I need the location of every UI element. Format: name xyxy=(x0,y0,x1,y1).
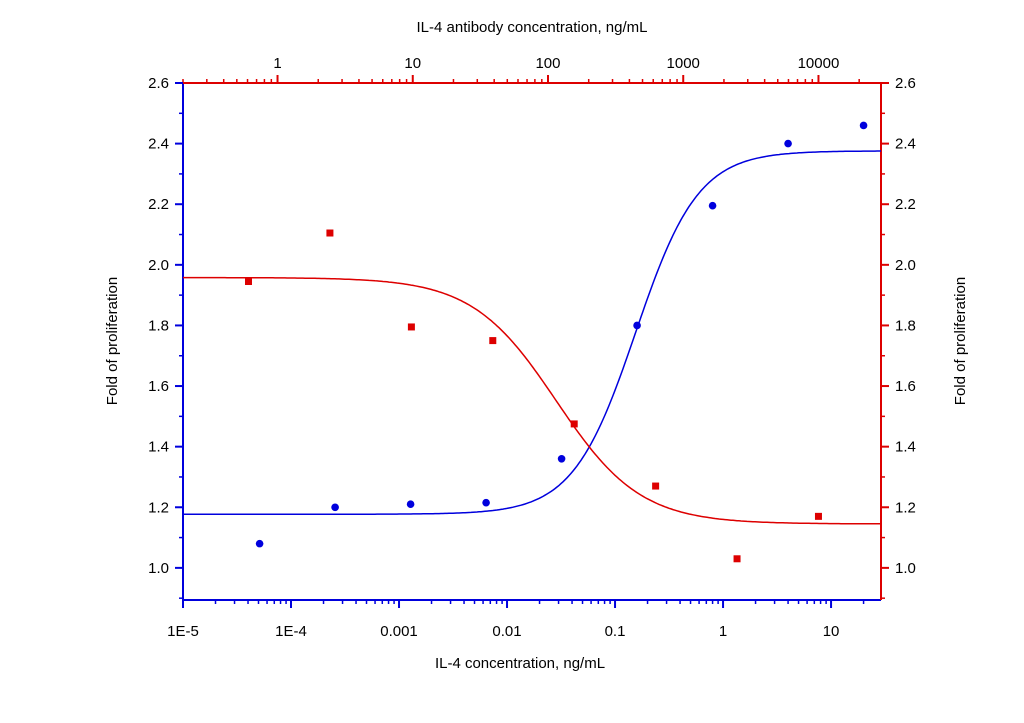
y-left-tick-label: 1.8 xyxy=(148,317,169,334)
data-point-series-1 xyxy=(406,500,415,509)
y-axis-title-left: Fold of proliferation xyxy=(104,277,121,405)
y-right-tick-label: 2.2 xyxy=(895,196,916,213)
y-right-tick-label: 2.4 xyxy=(895,136,916,153)
y-right-tick-label: 1.6 xyxy=(895,378,916,395)
data-point-series-1 xyxy=(708,201,717,210)
data-point-series-2 xyxy=(733,555,741,563)
y-right-tick-label: 1.8 xyxy=(895,317,916,334)
data-point-series-2 xyxy=(326,229,334,237)
y-right-tick-label: 2.6 xyxy=(895,75,916,92)
fit-curve-series-1 xyxy=(183,150,881,515)
data-point-series-1 xyxy=(331,503,339,512)
y-left-tick-label: 1.4 xyxy=(148,439,169,456)
data-point-series-2 xyxy=(244,277,252,285)
x-bottom-tick-label: 1E-5 xyxy=(167,623,199,640)
data-point-series-1 xyxy=(633,321,641,330)
y-left-tick-label: 1.6 xyxy=(148,378,169,395)
y-left-tick-label: 1.2 xyxy=(148,499,169,516)
data-point-series-2 xyxy=(489,337,497,345)
x-top-tick-label: 10000 xyxy=(798,55,840,72)
x-top-tick-label: 1 xyxy=(273,55,281,72)
x-top-tick-label: 100 xyxy=(535,55,560,72)
data-point-series-1 xyxy=(859,121,868,130)
x-bottom-tick-label: 1E-4 xyxy=(275,623,307,640)
y-right-tick-label: 2.0 xyxy=(895,257,916,274)
y-axis-title-right: Fold of proliferation xyxy=(952,277,969,405)
y-left-tick-label: 1.0 xyxy=(148,560,169,577)
data-point-series-1 xyxy=(557,454,566,463)
x-top-tick-label: 1000 xyxy=(667,55,700,72)
fit-curve-series-2 xyxy=(183,276,881,525)
y-left-tick-label: 2.6 xyxy=(148,75,169,92)
y-left-tick-label: 2.4 xyxy=(148,136,169,153)
data-point-series-2 xyxy=(407,323,415,331)
y-left-tick-label: 2.2 xyxy=(148,196,169,213)
x-bottom-tick-label: 0.01 xyxy=(492,623,521,640)
data-point-series-2 xyxy=(814,512,822,520)
y-right-tick-label: 1.2 xyxy=(895,499,916,516)
data-point-series-2 xyxy=(652,482,660,490)
data-points xyxy=(244,121,868,563)
x-bottom-tick-label: 1 xyxy=(719,623,727,640)
fit-curves xyxy=(183,150,881,525)
x-bottom-tick-label: 0.001 xyxy=(380,623,418,640)
data-point-series-1 xyxy=(784,139,792,148)
y-right-tick-label: 1.0 xyxy=(895,560,916,577)
x-bottom-tick-label: 0.1 xyxy=(605,623,626,640)
x-axis-title-top: IL-4 antibody concentration, ng/mL xyxy=(417,19,648,36)
y-left-tick-label: 2.0 xyxy=(148,257,169,274)
y-right-tick-label: 1.4 xyxy=(895,439,916,456)
x-bottom-tick-label: 10 xyxy=(823,623,840,640)
data-point-series-1 xyxy=(255,539,264,548)
data-point-series-1 xyxy=(482,498,490,507)
data-point-series-2 xyxy=(570,420,578,428)
x-axis-title-bottom: IL-4 concentration, ng/mL xyxy=(435,655,605,672)
x-top-tick-label: 10 xyxy=(404,55,421,72)
axes: 1E-5 1E-4 0.001 0.01 0.1 1 10 1 10 100 1000 10000 1.… xyxy=(148,55,916,640)
